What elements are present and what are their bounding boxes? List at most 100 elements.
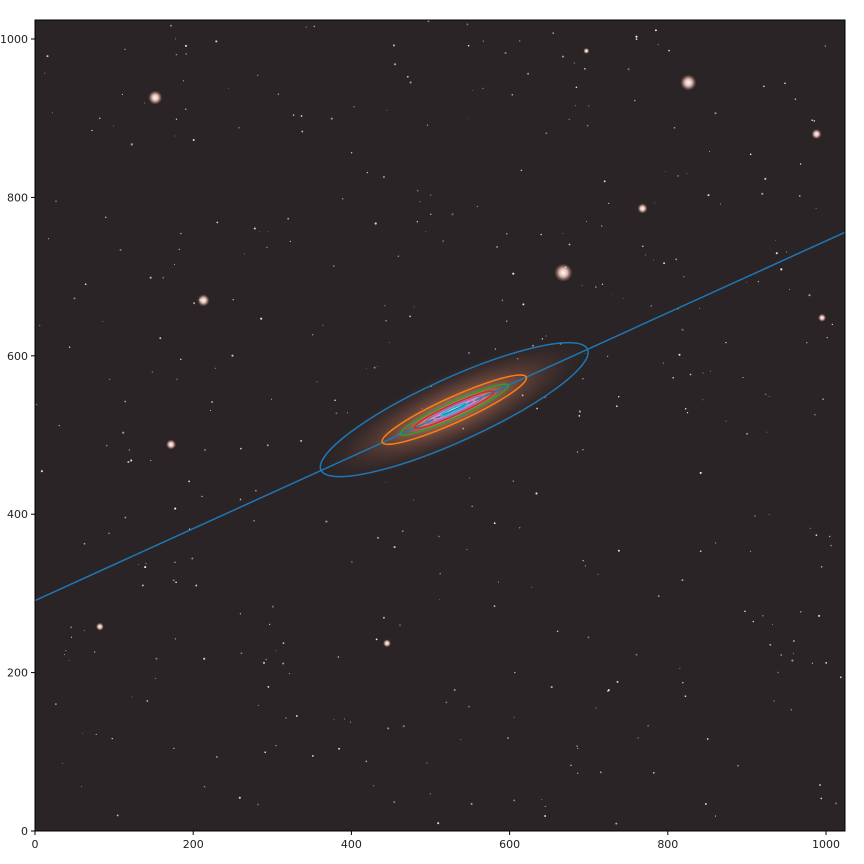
faint-star [466,548,468,550]
faint-star [401,530,404,532]
faint-star [607,355,609,357]
star-field [35,20,842,825]
faint-star [675,258,678,261]
faint-star [831,323,833,325]
faint-star [780,654,782,656]
faint-star [174,263,175,265]
x-tick-label: 800 [657,838,678,851]
faint-star [641,245,644,248]
faint-star [511,93,514,96]
faint-star [540,233,542,236]
faint-star [35,403,38,406]
faint-star [709,150,711,153]
faint-star [775,240,776,241]
faint-star [668,49,670,52]
faint-star [174,561,176,564]
faint-star [351,561,353,563]
faint-star [512,480,515,482]
faint-star [768,513,770,515]
faint-star [814,414,816,416]
faint-star [175,581,177,584]
faint-star [427,20,430,23]
faint-star [777,671,779,674]
faint-star [773,700,775,702]
faint-star [300,439,303,442]
faint-star [617,549,620,552]
faint-star [482,87,484,90]
faint-star [191,557,194,560]
faint-star [512,272,515,275]
bright-star [166,439,177,450]
faint-star [682,681,684,684]
faint-star [83,630,85,632]
faint-star [635,38,638,40]
faint-star [460,738,462,741]
faint-star [55,703,57,705]
faint-star [587,636,590,639]
faint-star [178,248,180,250]
faint-star [63,654,65,656]
faint-star [791,659,794,662]
faint-star [109,378,111,380]
faint-star [757,280,760,283]
faint-star [334,399,336,402]
faint-star [608,202,610,204]
faint-star [232,298,234,301]
faint-star [513,671,516,674]
faint-star [471,90,473,92]
faint-star [124,516,127,519]
faint-star [282,642,285,644]
faint-star [47,238,50,240]
x-tick-label: 200 [183,838,204,851]
faint-star [818,614,821,617]
faint-star [146,699,149,702]
faint-star [677,175,679,177]
faint-star [737,764,739,767]
faint-star [762,615,764,617]
faint-star [654,202,656,204]
faint-star [124,48,126,50]
faint-star [162,277,164,279]
faint-star [346,412,348,414]
faint-star [780,268,783,271]
faint-star [582,449,584,451]
faint-star [239,613,242,615]
faint-star [635,653,638,656]
faint-star [702,399,704,401]
faint-star [574,105,576,107]
faint-star [749,153,752,156]
faint-star [413,306,415,308]
faint-star [271,398,273,400]
faint-star [203,657,206,660]
faint-star [682,275,685,278]
faint-star [505,320,508,322]
isophote-ellipse [381,374,528,446]
faint-star [644,254,647,256]
faint-star [599,771,602,774]
faint-star [40,470,43,473]
faint-star [616,680,619,683]
faint-star [476,205,478,207]
faint-star [794,98,797,100]
faint-star [267,685,270,688]
faint-star [416,221,418,223]
faint-star [544,815,547,817]
faint-star [419,201,421,203]
faint-star [518,526,521,529]
faint-star [130,143,133,146]
y-tick-label: 800 [7,191,28,204]
faint-star [311,754,314,757]
faint-star [752,620,755,623]
faint-star [151,371,154,373]
faint-star [520,169,523,172]
faint-star [809,527,811,529]
faint-star [494,348,496,350]
faint-star [437,822,440,825]
isophote-ellipse [424,395,484,424]
faint-star [681,328,684,331]
faint-star [601,283,604,285]
bright-star [554,263,573,282]
faint-star [471,505,473,507]
faint-star [790,708,793,711]
